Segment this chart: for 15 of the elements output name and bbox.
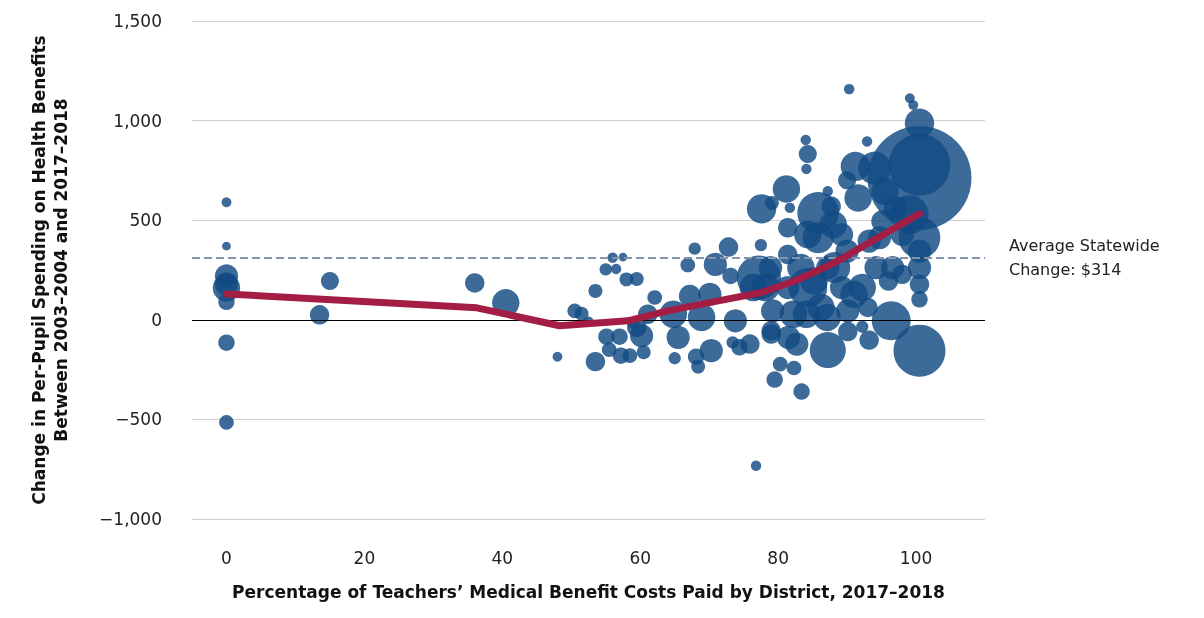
y-tick-label: −1,000 xyxy=(99,509,162,529)
y-tick-label: 1,500 xyxy=(113,11,162,31)
ref-line-label: Average Statewide Change: $314 xyxy=(1009,235,1165,279)
y-tick-label: 0 xyxy=(151,309,162,330)
x-tick-label: 80 xyxy=(767,547,789,568)
x-tick-label: 60 xyxy=(629,547,652,568)
y-tick-label: 500 xyxy=(129,210,162,231)
y-tick-label: 1,000 xyxy=(113,110,162,131)
x-tick-label: 100 xyxy=(899,547,933,568)
y-axis-title: Change in Per-Pupil Spending on Health Benefits Between 2003–2004 and 2017–2018 xyxy=(29,35,71,505)
x-tick-label: 20 xyxy=(353,547,376,568)
x-tick-label: 40 xyxy=(491,547,514,568)
x-axis-title: Percentage of Teachers’ Medical Benefit Costs Paid by District, 2017–2018 xyxy=(232,581,945,602)
y-tick-label: −500 xyxy=(115,409,162,430)
x-tick-label: 0 xyxy=(221,547,232,568)
